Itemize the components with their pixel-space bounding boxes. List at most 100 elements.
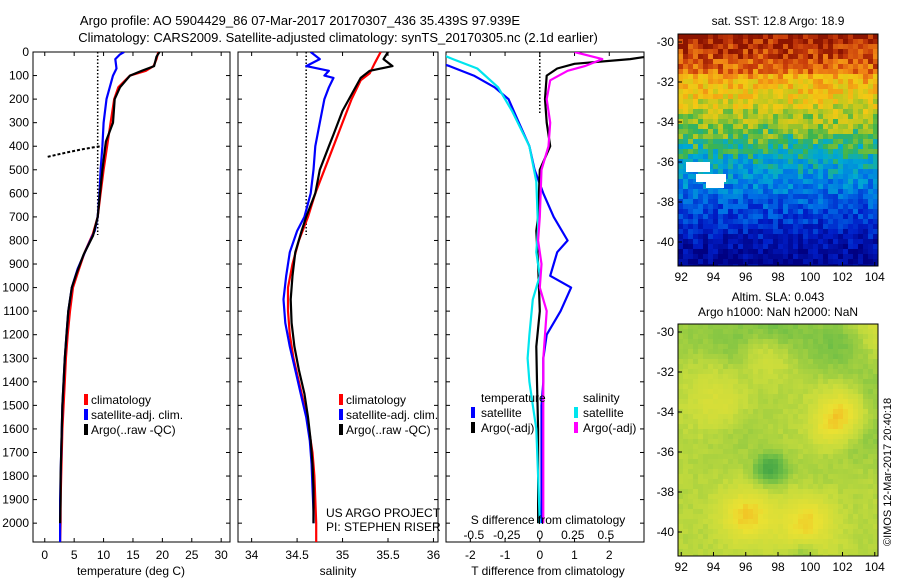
heatmap-cell — [848, 144, 854, 150]
heatmap-cell — [753, 539, 759, 545]
heatmap-cell — [713, 434, 719, 440]
heatmap-cell — [728, 219, 734, 225]
heatmap-cell — [703, 414, 709, 420]
heatmap-cell — [853, 114, 859, 120]
heatmap-cell — [753, 324, 759, 330]
heatmap-cell — [873, 414, 878, 420]
heatmap-cell — [753, 549, 759, 555]
heatmap-cell — [743, 224, 749, 230]
heatmap-cell — [678, 334, 684, 340]
heatmap-cell — [873, 189, 878, 195]
heatmap-cell — [773, 239, 779, 245]
heatmap-cell — [728, 474, 734, 480]
longitude-tick-label: 100 — [800, 270, 820, 284]
heatmap-cell — [843, 494, 849, 500]
heatmap-cell — [798, 399, 804, 405]
heatmap-cell — [773, 424, 779, 430]
heatmap-cell — [798, 474, 804, 480]
heatmap-cell — [778, 224, 784, 230]
heatmap-cell — [708, 414, 714, 420]
heatmap-cell — [863, 349, 869, 355]
heatmap-cell — [773, 449, 779, 455]
heatmap-cell — [848, 199, 854, 205]
heatmap-cell — [833, 199, 839, 205]
heatmap-cell — [683, 44, 689, 50]
heatmap-cell — [688, 254, 694, 260]
heatmap-cell — [818, 554, 824, 556]
heatmap-cell — [813, 109, 819, 115]
heatmap-cell — [743, 69, 749, 75]
heatmap-cell — [738, 499, 744, 505]
heatmap-cell — [738, 504, 744, 510]
heatmap-cell — [838, 534, 844, 540]
heatmap-cell — [788, 479, 794, 485]
heatmap-cell — [808, 424, 814, 430]
heatmap-cell — [823, 54, 829, 60]
heatmap-cell — [793, 79, 799, 85]
heatmap-cell — [728, 129, 734, 135]
heatmap-cell — [683, 179, 689, 185]
heatmap-cell — [733, 374, 739, 380]
heatmap-cell — [738, 549, 744, 555]
heatmap-cell — [848, 84, 854, 90]
heatmap-cell — [833, 489, 839, 495]
heatmap-cell — [763, 499, 769, 505]
heatmap-cell — [833, 154, 839, 160]
heatmap-cell — [733, 74, 739, 80]
heatmap-cell — [873, 224, 878, 230]
heatmap-cell — [703, 429, 709, 435]
heatmap-cell — [858, 429, 864, 435]
heatmap-cell — [698, 219, 704, 225]
heatmap-cell — [758, 544, 764, 550]
heatmap-cell — [803, 409, 809, 415]
heatmap-cell — [728, 369, 734, 375]
heatmap-cell — [768, 349, 774, 355]
heatmap-cell — [773, 509, 779, 515]
heatmap-cell — [833, 369, 839, 375]
heatmap-cell — [703, 49, 709, 55]
heatmap-cell — [853, 39, 859, 45]
heatmap-cell — [818, 64, 824, 70]
heatmap-cell — [758, 99, 764, 105]
heatmap-cell — [838, 374, 844, 380]
heatmap-cell — [753, 204, 759, 210]
heatmap-cell — [833, 364, 839, 370]
heatmap-cell — [728, 204, 734, 210]
heatmap-cell — [823, 414, 829, 420]
heatmap-cell — [868, 119, 874, 125]
heatmap-cell — [868, 199, 874, 205]
heatmap-cell — [688, 514, 694, 520]
heatmap-cell — [828, 159, 834, 165]
heatmap-cell — [803, 234, 809, 240]
heatmap-cell — [808, 139, 814, 145]
heatmap-cell — [718, 444, 724, 450]
heatmap-cell — [713, 189, 719, 195]
heatmap-cell — [703, 474, 709, 480]
heatmap-cell — [748, 424, 754, 430]
heatmap-cell — [678, 464, 684, 470]
heatmap-cell — [793, 499, 799, 505]
heatmap-cell — [678, 474, 684, 480]
heatmap-cell — [848, 434, 854, 440]
heatmap-cell — [738, 334, 744, 340]
heatmap-cell — [693, 549, 699, 555]
heatmap-cell — [683, 69, 689, 75]
heatmap-cell — [868, 94, 874, 100]
heatmap-cell — [853, 69, 859, 75]
heatmap-cell — [808, 549, 814, 555]
heatmap-cell — [853, 74, 859, 80]
heatmap-cell — [773, 514, 779, 520]
heatmap-cell — [873, 439, 878, 445]
heatmap-cell — [833, 159, 839, 165]
heatmap-cell — [788, 509, 794, 515]
s-diff-tick-label: -0.25 — [493, 528, 521, 542]
heatmap-cell — [798, 484, 804, 490]
heatmap-cell — [758, 494, 764, 500]
heatmap-cell — [753, 514, 759, 520]
heatmap-cell — [728, 199, 734, 205]
heatmap-cell — [823, 374, 829, 380]
heatmap-cell — [688, 404, 694, 410]
heatmap-cell — [698, 524, 704, 530]
heatmap-cell — [823, 169, 829, 175]
heatmap-cell — [848, 204, 854, 210]
